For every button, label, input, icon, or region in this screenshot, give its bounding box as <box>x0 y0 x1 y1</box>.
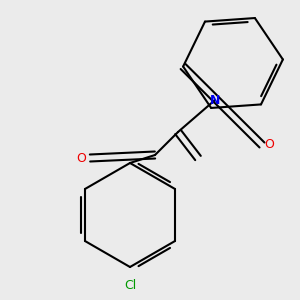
Text: Cl: Cl <box>124 279 136 292</box>
Text: O: O <box>264 139 274 152</box>
Text: O: O <box>76 152 86 164</box>
Text: N: N <box>210 94 220 106</box>
